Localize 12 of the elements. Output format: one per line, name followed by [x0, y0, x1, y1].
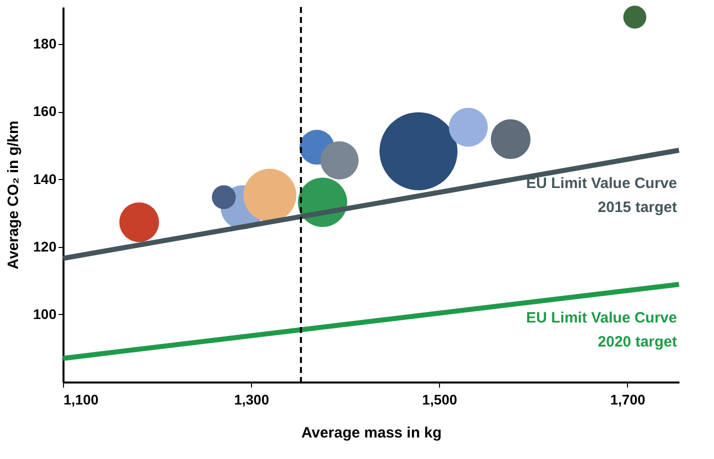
y-tick-label: 100 — [33, 306, 57, 322]
x-axis-title: Average mass in kg — [301, 424, 442, 442]
x-tick-label: 1,300 — [234, 392, 270, 408]
y-tick-label: 160 — [33, 103, 57, 120]
y-axis-title: Average CO₂ in g/km — [5, 120, 22, 270]
x-tick-label: 1,500 — [422, 392, 458, 408]
x-tick-label: 1,100 — [64, 392, 99, 408]
y-tick-label: 140 — [33, 170, 57, 187]
x-tick-label: 1,700 — [610, 392, 646, 408]
series-label: EU Limit Value Curve 2020 target — [526, 309, 677, 350]
y-tick-label: 120 — [33, 238, 57, 254]
y-tick-label: 180 — [33, 36, 57, 52]
